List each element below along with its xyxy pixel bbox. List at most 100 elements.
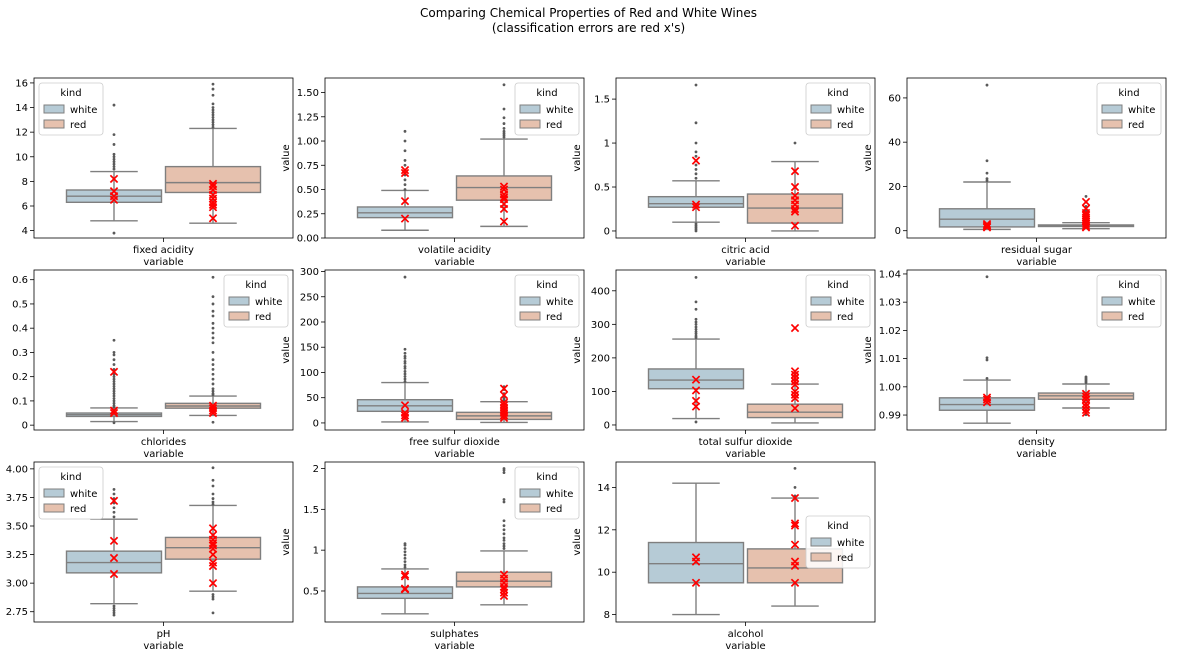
legend-swatch-red <box>1101 119 1123 129</box>
outlier-point <box>694 121 698 125</box>
axes-frame <box>33 461 294 623</box>
outlier-point <box>211 492 215 496</box>
outlier-point <box>112 382 116 386</box>
outlier-point <box>211 321 215 325</box>
outlier-point <box>211 106 215 109</box>
legend-swatch-red <box>43 503 65 513</box>
legend-title: kind <box>827 88 848 99</box>
y-axis-label: value <box>863 144 874 171</box>
error-marker-stroke <box>208 214 218 223</box>
box-red <box>455 384 553 424</box>
error-marker-stroke <box>109 536 119 546</box>
outlier-point <box>985 171 989 175</box>
outlier-point <box>112 515 116 519</box>
y-tick-label: 0.2 <box>12 372 28 383</box>
legend-label-white: white <box>70 105 97 116</box>
outlier-point <box>403 547 407 550</box>
error-marker <box>790 377 800 386</box>
outlier-point <box>112 155 116 159</box>
outlier-point <box>211 382 215 386</box>
outlier-point <box>694 325 698 329</box>
y-tick-label: 150 <box>300 343 319 354</box>
x-axis-label: variable <box>725 257 765 268</box>
x-axis-label: variable <box>143 641 183 652</box>
legend-swatch-white <box>43 488 65 498</box>
error-marker <box>499 384 509 393</box>
y-tick-label: 1 <box>604 139 610 150</box>
outlier-point <box>403 356 407 360</box>
error-marker-stroke <box>790 380 800 389</box>
error-marker-stroke <box>109 408 119 418</box>
box-white <box>65 488 163 617</box>
y-tick-label: 4.00 <box>6 464 28 475</box>
y-tick-label: 14 <box>15 103 28 114</box>
error-marker-stroke <box>208 558 218 567</box>
error-marker <box>109 367 119 377</box>
error-marker <box>499 591 509 601</box>
error-marker-stroke <box>109 406 119 415</box>
outlier-point <box>112 165 116 169</box>
legend-swatch-white <box>519 488 541 498</box>
error-marker-stroke <box>400 196 410 206</box>
legend-swatch-red <box>810 552 832 562</box>
outlier-point <box>502 500 506 504</box>
outlier-point <box>211 87 215 91</box>
x-tick-label: citric acid <box>721 245 770 256</box>
legend-swatch-white <box>1101 104 1123 114</box>
error-marker-stroke <box>790 393 800 403</box>
outlier-point <box>694 154 698 158</box>
x-axis-label: variable <box>1016 449 1056 460</box>
y-tick-label: 1.5 <box>594 95 610 106</box>
error-marker <box>691 203 701 212</box>
outlier-point <box>1084 194 1088 198</box>
error-marker <box>499 185 509 194</box>
y-tick-label: 8 <box>22 177 28 188</box>
outlier-point <box>112 162 116 166</box>
legend-label-white: white <box>1128 105 1155 116</box>
x-tick-label: sulphates <box>430 629 478 640</box>
outlier-point <box>211 295 215 299</box>
outlier-point <box>112 387 116 391</box>
outlier-point <box>502 133 506 137</box>
y-tick-label: 12 <box>15 128 28 139</box>
outlier-point <box>112 353 116 357</box>
y-tick-label: 12 <box>597 525 610 536</box>
error-marker-stroke <box>208 530 218 540</box>
y-tick-label: 0 <box>604 226 610 237</box>
legend-label-red: red <box>1128 120 1144 131</box>
outlier-point <box>502 116 506 120</box>
error-marker <box>208 179 218 189</box>
y-tick-label: 0.4 <box>12 324 28 335</box>
outlier-point <box>112 613 116 617</box>
legend-label-red: red <box>546 504 562 515</box>
y-tick-label: 1.25 <box>297 112 319 123</box>
outlier-point <box>211 372 215 376</box>
y-axis-label: value <box>281 144 292 171</box>
outlier-point <box>211 387 215 391</box>
outlier-point <box>694 176 698 180</box>
outlier-point <box>112 338 116 342</box>
error-marker <box>790 578 800 587</box>
error-marker <box>1081 197 1091 207</box>
outlier-point <box>694 150 698 154</box>
outlier-point <box>985 83 989 87</box>
outlier-point <box>112 231 116 235</box>
y-tick-label: 1.04 <box>879 269 901 280</box>
error-marker <box>790 166 800 176</box>
y-tick-label: 4 <box>22 226 28 237</box>
outlier-point <box>403 367 407 370</box>
legend-swatch-white <box>810 104 832 114</box>
outlier-point <box>793 466 797 470</box>
outlier-point <box>403 159 407 162</box>
error-marker-stroke <box>499 591 509 601</box>
outlier-point <box>502 544 506 548</box>
outlier-point <box>211 392 215 396</box>
y-tick-label: 0 <box>313 418 319 429</box>
outlier-point <box>211 484 215 488</box>
outlier-point <box>403 375 407 378</box>
box-white <box>647 275 745 424</box>
error-marker-stroke <box>109 187 119 196</box>
error-marker-stroke <box>499 193 509 202</box>
error-marker-stroke <box>1081 211 1091 220</box>
error-marker-stroke <box>790 373 800 383</box>
